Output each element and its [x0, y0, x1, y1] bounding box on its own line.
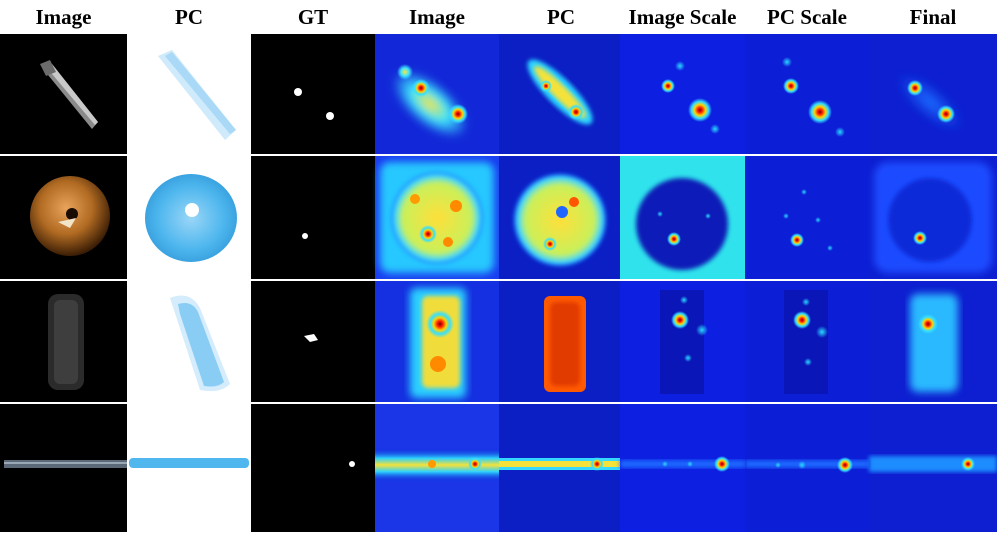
column-title-pc-heatmap: PC [547, 5, 575, 29]
column-title-image-scale: Image Scale [628, 5, 737, 29]
column-title-pc-scale: PC Scale [767, 5, 847, 29]
row-1 [0, 34, 997, 154]
row-2 [0, 156, 997, 279]
row3-image-scale-heatmap [620, 281, 745, 402]
figure-header: Image PC GT Image PC Image Scale PC Scal… [0, 0, 997, 34]
row3-image-heatmap [375, 281, 499, 402]
row1-point-cloud [127, 34, 251, 154]
row4-image-scale-heatmap [620, 404, 745, 532]
comparison-grid [0, 34, 997, 532]
column-title-image-heatmap: Image [409, 5, 465, 29]
row4-image-heatmap [375, 404, 499, 532]
row4-final-heatmap [869, 404, 997, 532]
row1-image-scale-heatmap [620, 34, 745, 154]
row3-pc-heatmap [499, 281, 623, 402]
row2-point-cloud [127, 156, 251, 279]
row1-ground-truth [251, 34, 375, 154]
column-title-gt: GT [297, 5, 329, 29]
row1-final-heatmap [869, 34, 997, 154]
row3-ground-truth [251, 281, 375, 402]
row3-pc-scale-heatmap [745, 281, 869, 402]
row4-point-cloud [127, 404, 251, 532]
row4-ground-truth [251, 404, 375, 532]
row2-pc-scale-heatmap [745, 156, 869, 279]
row-3 [0, 281, 997, 402]
row4-pc-scale-heatmap [745, 404, 869, 532]
row4-pc-heatmap [499, 404, 623, 532]
row2-image-heatmap [375, 156, 499, 279]
column-title-pc: PC [175, 5, 203, 29]
column-title-image: Image [35, 5, 92, 29]
row-4 [0, 404, 997, 532]
grid-svg [0, 34, 997, 532]
row3-rgb-image [0, 281, 127, 402]
row2-final-heatmap [869, 156, 997, 279]
row2-image-scale-heatmap [620, 156, 745, 279]
row3-final-heatmap [869, 281, 997, 402]
column-title-final: Final [909, 5, 957, 29]
row1-rgb-image [0, 34, 127, 154]
row4-rgb-image [0, 404, 127, 532]
row1-pc-scale-heatmap [745, 34, 869, 154]
row2-rgb-image [0, 156, 127, 279]
row2-pc-heatmap [499, 156, 623, 279]
row3-point-cloud [127, 281, 251, 402]
row2-ground-truth [251, 156, 375, 279]
row1-image-heatmap [375, 34, 499, 154]
row1-pc-heatmap [499, 34, 623, 154]
